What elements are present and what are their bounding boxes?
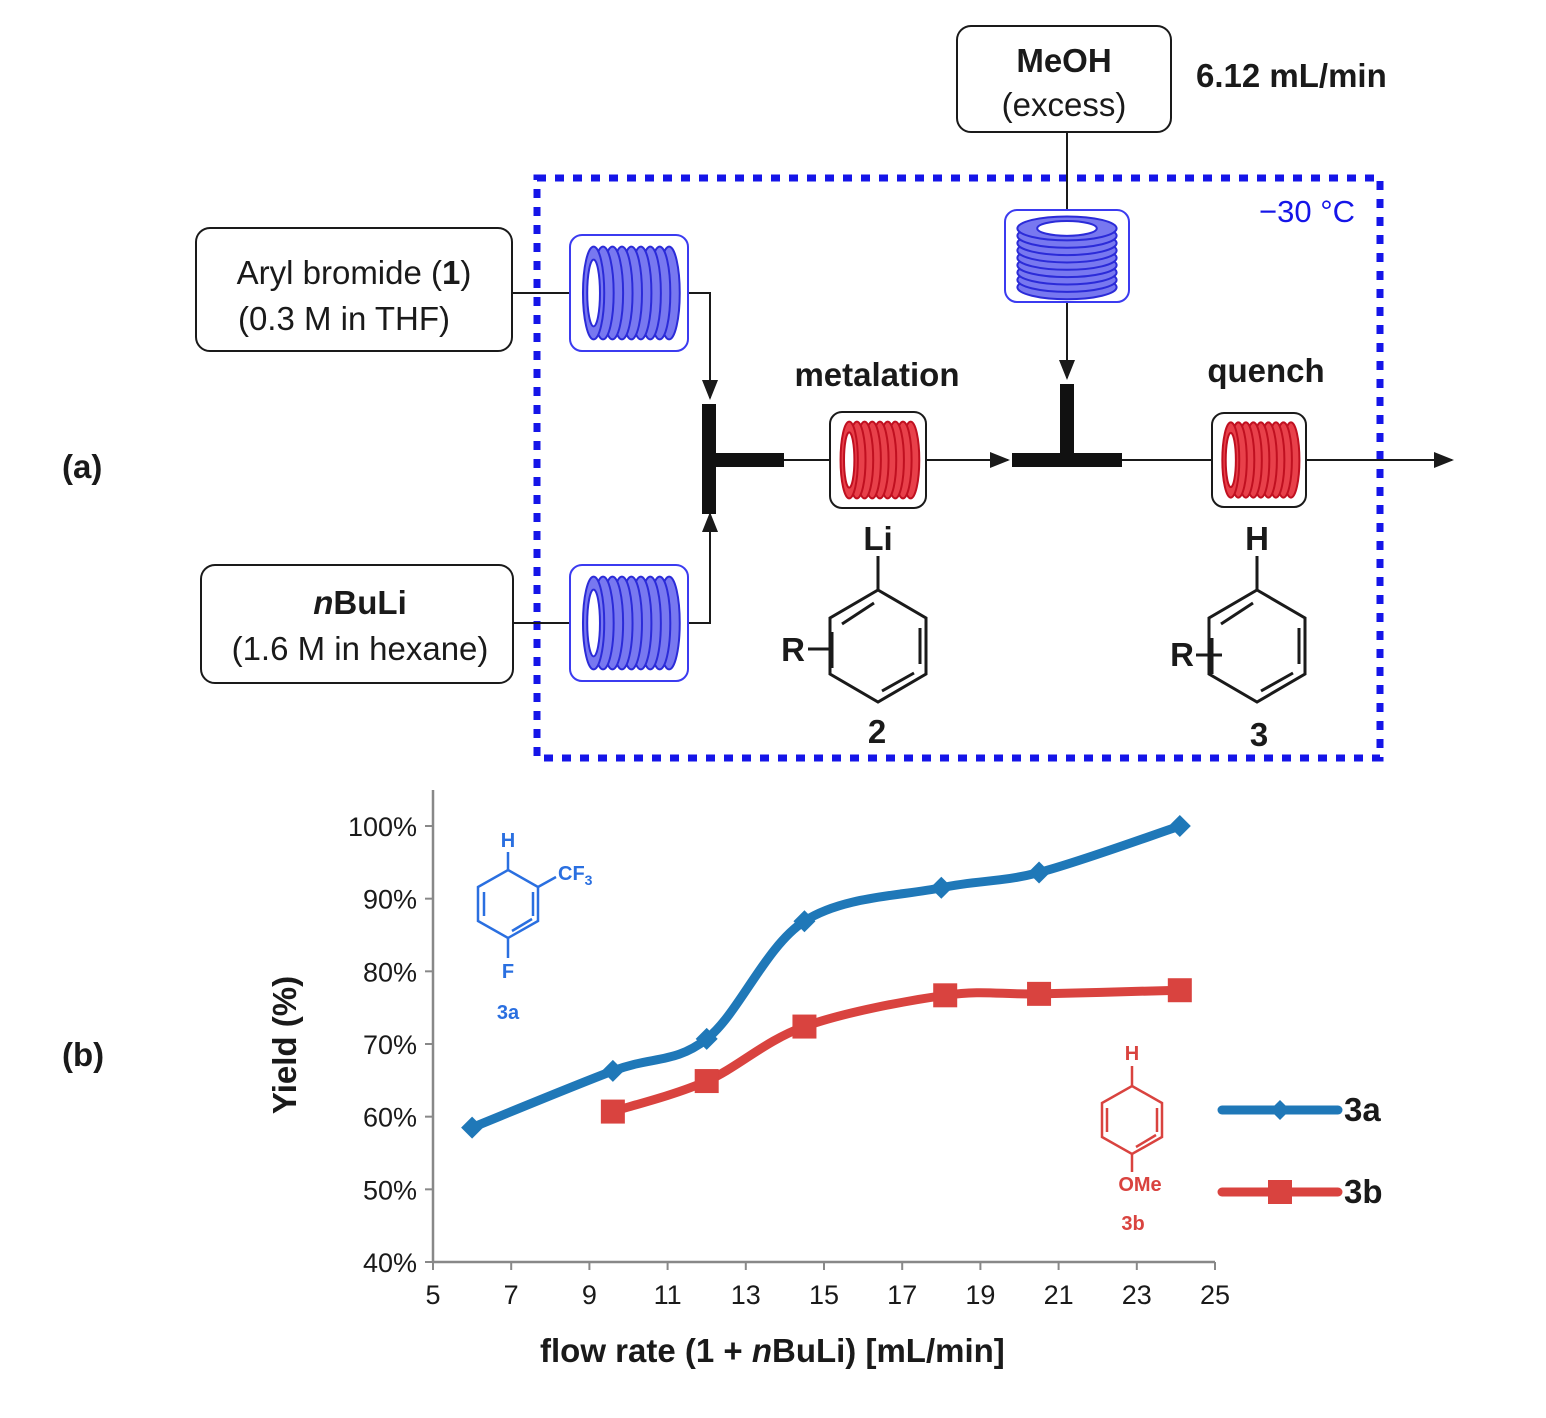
x-tick-label: 19 bbox=[965, 1280, 995, 1310]
y-tick-label: 100% bbox=[348, 812, 417, 842]
aryl-bromide-line1: Aryl bromide (1) bbox=[237, 254, 472, 291]
series-line-3b bbox=[608, 985, 1185, 1117]
t-mixer-2 bbox=[1012, 384, 1122, 467]
y-tick-label: 40% bbox=[363, 1248, 417, 1278]
precooling-coil-aryl-bromide bbox=[569, 234, 689, 352]
y-tick-labels: 40% 50% 60% 70% 80% 90% 100% bbox=[348, 812, 417, 1278]
data-point-3a bbox=[695, 1027, 718, 1050]
series-markers bbox=[461, 815, 1192, 1139]
inset-3a-h: H bbox=[501, 830, 515, 852]
compound-2-structure bbox=[808, 556, 928, 704]
data-point-3b bbox=[1027, 981, 1052, 1006]
compound-3-structure bbox=[1196, 556, 1307, 704]
x-tick-label: 7 bbox=[504, 1280, 519, 1310]
x-tick-label: 23 bbox=[1122, 1280, 1152, 1310]
legend-marker-3a bbox=[1270, 1100, 1290, 1120]
yield-chart: 5 7 9 11 13 15 17 19 21 23 25 40% 50% 60% 70% 80% 90% 10… bbox=[348, 790, 1230, 1310]
data-point-3b bbox=[600, 1099, 625, 1124]
legend-label-3a: 3a bbox=[1344, 1091, 1381, 1128]
data-point-3a bbox=[601, 1059, 624, 1082]
compound-2-number: 2 bbox=[868, 713, 886, 750]
x-tick-label: 25 bbox=[1200, 1280, 1230, 1310]
metalation-label: metalation bbox=[794, 356, 959, 393]
feed-aryl-bromide: Aryl bromide (1) (0.3 M in THF) bbox=[195, 227, 513, 352]
tubing bbox=[512, 132, 1454, 624]
panel-label-b: (b) bbox=[62, 1036, 104, 1073]
panel-label-a: (a) bbox=[62, 448, 102, 485]
data-point-3a bbox=[1028, 861, 1051, 884]
x-tick-labels: 5 7 9 11 13 15 17 19 21 23 25 bbox=[425, 1280, 1230, 1310]
feed-nbuli: nBuLi (1.6 M in hexane) bbox=[200, 564, 514, 684]
y-tick-label: 80% bbox=[363, 957, 417, 987]
t-mixer-1 bbox=[702, 404, 784, 514]
data-point-3b bbox=[933, 983, 958, 1008]
legend-label-3b: 3b bbox=[1344, 1173, 1383, 1210]
inset-3b-ome: OMe bbox=[1118, 1174, 1161, 1196]
data-point-3a bbox=[930, 876, 953, 899]
inset-3b-h: H bbox=[1125, 1043, 1139, 1065]
cold-zone-boundary bbox=[533, 174, 1384, 762]
x-tick-label: 13 bbox=[731, 1280, 761, 1310]
x-tick-label: 17 bbox=[887, 1280, 917, 1310]
meoh-flow-rate: 6.12 mL/min bbox=[1196, 57, 1387, 94]
chart-legend: 3a 3b bbox=[1217, 1091, 1383, 1210]
legend-marker-3b bbox=[1268, 1180, 1292, 1204]
data-point-3a bbox=[461, 1116, 484, 1139]
data-point-3a bbox=[1168, 815, 1191, 837]
y-tick-label: 50% bbox=[363, 1175, 417, 1205]
quench-label: quench bbox=[1207, 352, 1324, 389]
precooling-coil-meoh bbox=[1004, 209, 1130, 303]
aryl-bromide-line2: (0.3 M in THF) bbox=[238, 300, 450, 337]
inset-3a-cf3: CF3 bbox=[558, 863, 593, 888]
temperature-label: −30 °C bbox=[1259, 194, 1355, 229]
data-point-3b bbox=[1167, 978, 1192, 1003]
compound-3-r: R bbox=[1170, 636, 1194, 673]
y-axis-label: Yield (%) bbox=[266, 976, 303, 1114]
metalation-reactor-coil bbox=[829, 411, 927, 509]
y-tick-label: 60% bbox=[363, 1103, 417, 1133]
inset-3a-f: F bbox=[502, 961, 514, 983]
inset-3b-label: 3b bbox=[1121, 1213, 1144, 1235]
y-tick-label: 70% bbox=[363, 1030, 417, 1060]
quench-reactor-coil bbox=[1211, 412, 1307, 508]
inset-structure-3b bbox=[1100, 1066, 1164, 1172]
x-tick-label: 21 bbox=[1044, 1280, 1074, 1310]
chart-axes bbox=[425, 790, 1216, 1270]
precooling-coil-nbuli bbox=[569, 564, 689, 682]
meoh-note: (excess) bbox=[1002, 86, 1127, 123]
data-point-3b bbox=[792, 1014, 817, 1039]
x-tick-label: 11 bbox=[654, 1280, 682, 1310]
compound-2-r: R bbox=[781, 631, 805, 668]
x-axis-label: flow rate (1 + nBuLi) [mL/min] bbox=[540, 1332, 1005, 1369]
meoh-title: MeOH bbox=[1016, 42, 1111, 79]
feed-meoh: MeOH (excess) 6.12 mL/min bbox=[956, 25, 1387, 133]
compound-3-h: H bbox=[1245, 520, 1269, 557]
data-point-3b bbox=[694, 1069, 719, 1094]
nbuli-concentration: (1.6 M in hexane) bbox=[232, 630, 489, 667]
x-tick-label: 15 bbox=[809, 1280, 839, 1310]
y-tick-label: 90% bbox=[363, 885, 417, 915]
nbuli-title: nBuLi bbox=[313, 584, 407, 621]
compound-3-number: 3 bbox=[1250, 716, 1268, 753]
x-tick-label: 9 bbox=[582, 1280, 597, 1310]
inset-3a-label: 3a bbox=[497, 1002, 520, 1024]
inset-structure-3a bbox=[476, 852, 557, 958]
compound-2-li: Li bbox=[863, 520, 892, 557]
data-point-3a bbox=[793, 910, 816, 933]
x-tick-label: 5 bbox=[425, 1280, 440, 1310]
